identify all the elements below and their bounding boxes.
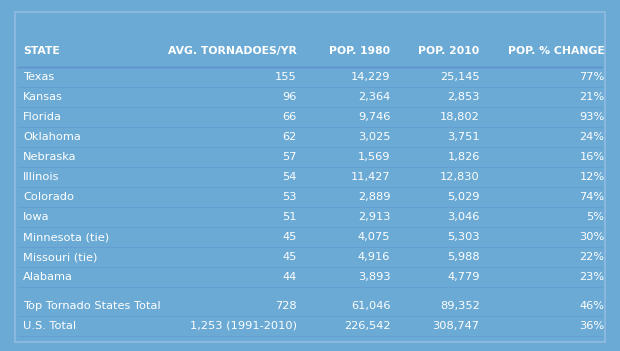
Text: 18,802: 18,802 [440, 112, 480, 122]
Text: 11,427: 11,427 [351, 172, 391, 182]
Text: Alabama: Alabama [23, 272, 73, 282]
Text: 9,746: 9,746 [358, 112, 391, 122]
Text: Texas: Texas [23, 72, 55, 82]
Text: 728: 728 [275, 301, 297, 311]
Text: 226,542: 226,542 [344, 321, 391, 331]
Text: 308,747: 308,747 [433, 321, 480, 331]
Text: POP. 1980: POP. 1980 [329, 46, 391, 55]
Text: 4,779: 4,779 [447, 272, 480, 282]
Text: 54: 54 [283, 172, 297, 182]
Text: 30%: 30% [579, 232, 604, 242]
Text: 89,352: 89,352 [440, 301, 480, 311]
Text: 22%: 22% [580, 252, 604, 262]
Text: 96: 96 [283, 92, 297, 102]
Text: 14,229: 14,229 [351, 72, 391, 82]
Text: 1,253 (1991-2010): 1,253 (1991-2010) [190, 321, 297, 331]
Text: 2,853: 2,853 [447, 92, 480, 102]
Text: STATE: STATE [23, 46, 60, 55]
Text: 1,826: 1,826 [447, 152, 480, 162]
Text: 1,569: 1,569 [358, 152, 391, 162]
Text: Colorado: Colorado [23, 192, 74, 202]
Text: 66: 66 [283, 112, 297, 122]
Text: AVG. TORNADOES/YR: AVG. TORNADOES/YR [168, 46, 297, 55]
Text: 61,046: 61,046 [351, 301, 391, 311]
Text: 4,075: 4,075 [358, 232, 391, 242]
Text: 5%: 5% [587, 212, 604, 222]
Text: Nebraska: Nebraska [23, 152, 77, 162]
Text: 25,145: 25,145 [440, 72, 480, 82]
Text: Kansas: Kansas [23, 92, 63, 102]
Text: 23%: 23% [580, 272, 604, 282]
Text: 46%: 46% [580, 301, 604, 311]
Text: 2,364: 2,364 [358, 92, 391, 102]
Text: Oklahoma: Oklahoma [23, 132, 81, 142]
Text: 16%: 16% [580, 152, 604, 162]
Text: 36%: 36% [580, 321, 604, 331]
Text: 5,988: 5,988 [447, 252, 480, 262]
Text: 21%: 21% [580, 92, 604, 102]
Text: 44: 44 [283, 272, 297, 282]
Text: 57: 57 [282, 152, 297, 162]
Text: 53: 53 [282, 192, 297, 202]
Text: U.S. Total: U.S. Total [23, 321, 76, 331]
Text: 62: 62 [283, 132, 297, 142]
Text: 12%: 12% [580, 172, 604, 182]
Text: Minnesota (tie): Minnesota (tie) [23, 232, 109, 242]
Text: POP. 2010: POP. 2010 [418, 46, 480, 55]
Text: Florida: Florida [23, 112, 62, 122]
Text: 3,046: 3,046 [447, 212, 480, 222]
Text: 51: 51 [282, 212, 297, 222]
Text: 155: 155 [275, 72, 297, 82]
Text: 74%: 74% [580, 192, 604, 202]
Text: Top Tornado States Total: Top Tornado States Total [23, 301, 161, 311]
Text: Iowa: Iowa [23, 212, 50, 222]
Text: Illinois: Illinois [23, 172, 60, 182]
Text: 45: 45 [283, 232, 297, 242]
Text: 45: 45 [283, 252, 297, 262]
Text: POP. % CHANGE: POP. % CHANGE [508, 46, 604, 55]
Text: 2,889: 2,889 [358, 192, 391, 202]
Text: 77%: 77% [579, 72, 604, 82]
Text: Missouri (tie): Missouri (tie) [23, 252, 97, 262]
Text: 4,916: 4,916 [358, 252, 391, 262]
Text: 5,303: 5,303 [447, 232, 480, 242]
Text: 3,751: 3,751 [447, 132, 480, 142]
Text: 12,830: 12,830 [440, 172, 480, 182]
Text: 24%: 24% [580, 132, 604, 142]
Text: 3,025: 3,025 [358, 132, 391, 142]
Text: 93%: 93% [579, 112, 604, 122]
Text: 3,893: 3,893 [358, 272, 391, 282]
Text: 5,029: 5,029 [447, 192, 480, 202]
Text: 2,913: 2,913 [358, 212, 391, 222]
